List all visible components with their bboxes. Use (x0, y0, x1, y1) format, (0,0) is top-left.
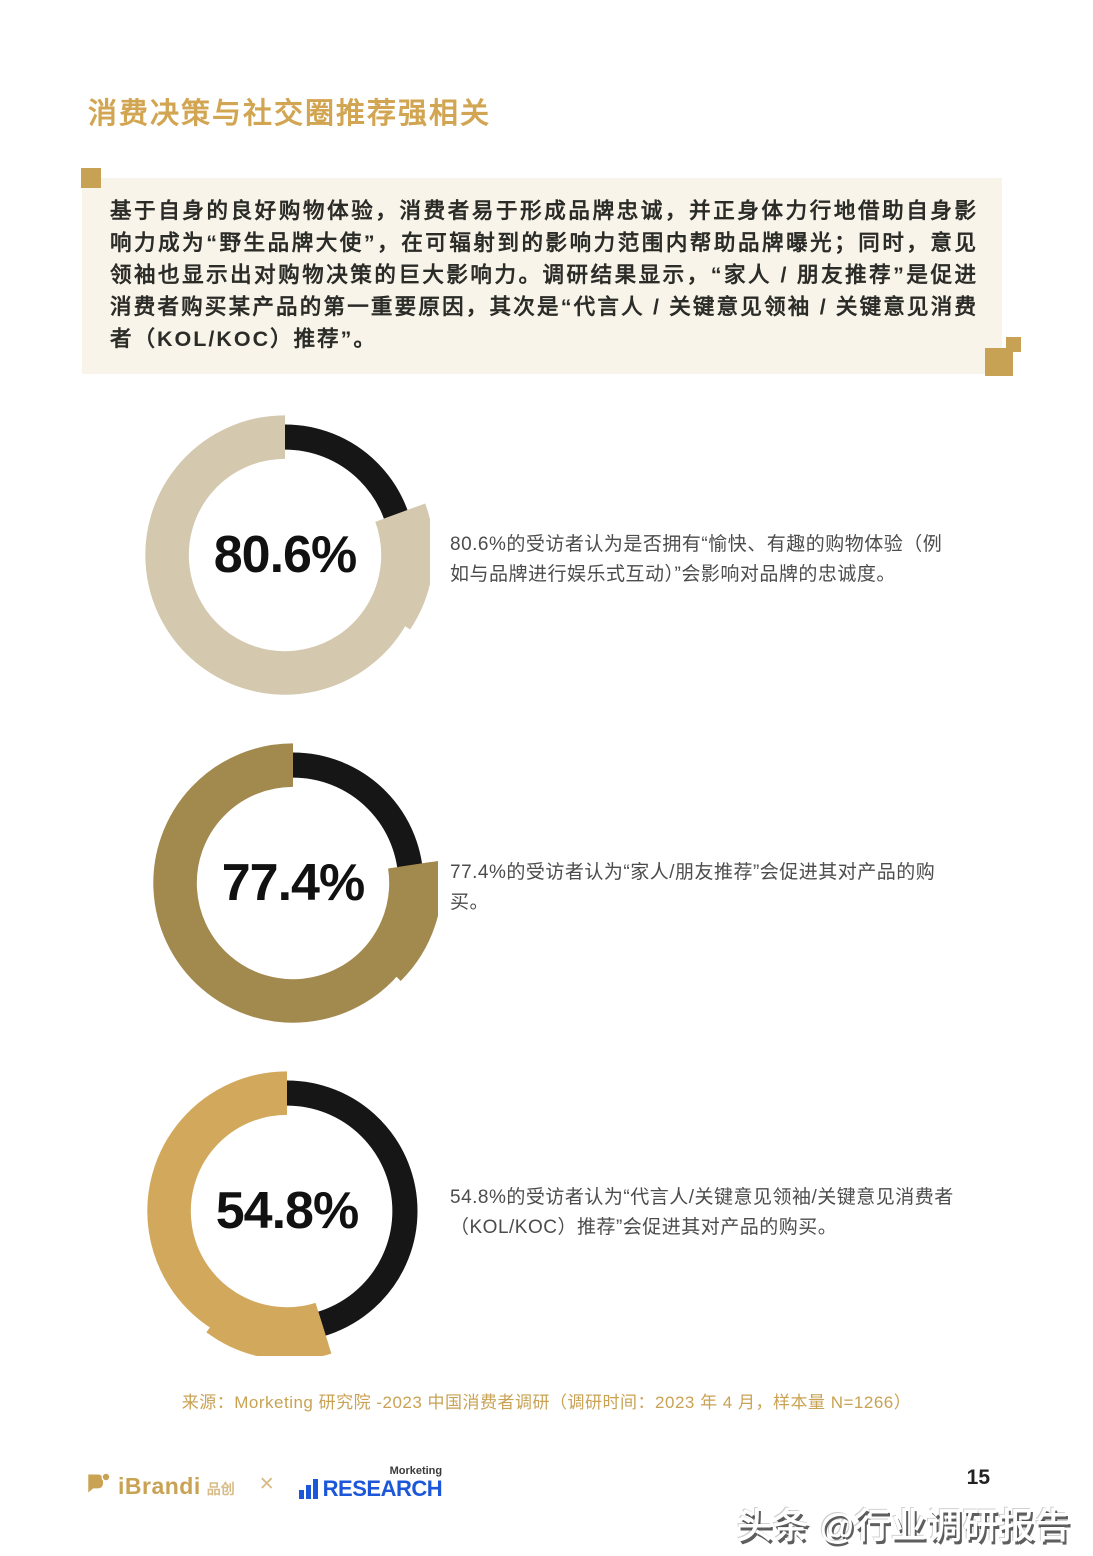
logo-separator-icon: ✕ (258, 1473, 275, 1495)
morketing-label: Morketing (389, 1465, 443, 1477)
donut-value-label: 77.4% (221, 854, 365, 912)
donut-chart-kol-koc: 54.8% (142, 1066, 432, 1356)
ibrandi-wordmark: iBrandi (118, 1473, 201, 1499)
donut-chart-brand-loyalty: 80.6% (140, 410, 430, 700)
intro-text: 基于自身的良好购物体验，消费者易于形成品牌忠诚，并正身体力行地借助自身影响力成为… (110, 199, 978, 351)
ibrandi-suffix: 品创 (206, 1481, 235, 1497)
stat-description-3: 54.8%的受访者认为“代言人/关键意见领袖/关键意见消费者（KOL/KOC）推… (450, 1187, 954, 1238)
ibrandi-logo-icon (85, 1472, 111, 1503)
decor-square-bottom-right (985, 348, 1013, 376)
decor-square-bottom-right-small (1006, 337, 1021, 352)
bar-chart-icon (298, 1479, 320, 1499)
watermark: 头条 @行业调研报告 (737, 1507, 1071, 1546)
stat-description-1: 80.6%的受访者认为是否拥有“愉快、有趣的购物体验（例如与品牌进行娱乐式互动）… (450, 534, 943, 585)
donut-chart-family-friends: 77.4% (148, 738, 438, 1028)
stat-description-2: 77.4%的受访者认为“家人/朋友推荐”会促进其对产品的购买。 (450, 862, 936, 913)
page-title: 消费决策与社交圈推荐强相关 (88, 98, 492, 130)
research-wordmark: RESEARCH (322, 1476, 443, 1501)
donut-value-label: 54.8% (215, 1182, 359, 1240)
decor-square-top-left (81, 168, 101, 188)
donut-value-label: 80.6% (213, 526, 357, 584)
morketing-research-logo: Morketing RESEARCH (298, 1465, 443, 1501)
footer-logos: iBrandi 品创 ✕ Morketing RESEARCH (85, 1462, 443, 1506)
page-number: 15 (966, 1466, 990, 1489)
intro-box: 基于自身的良好购物体验，消费者易于形成品牌忠诚，并正身体力行地借助自身影响力成为… (82, 178, 1002, 374)
source-note: 来源：Morketing 研究院 -2023 中国消费者调研（调研时间：2023… (181, 1393, 912, 1412)
ibrandi-logo: iBrandi 品创 (85, 1468, 235, 1500)
